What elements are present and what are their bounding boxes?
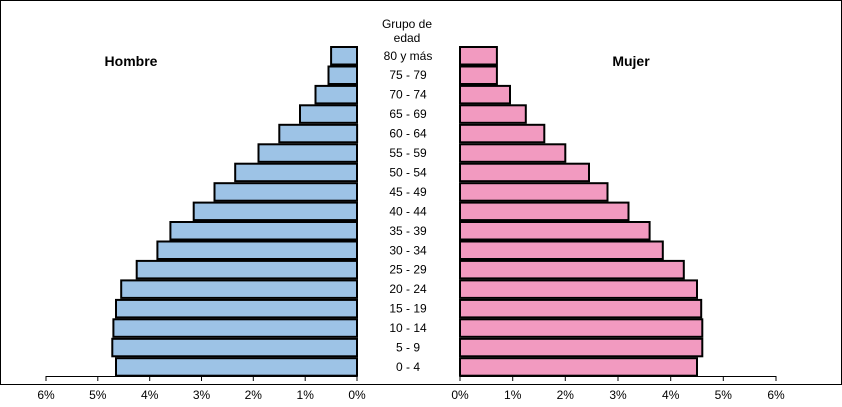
bar-male [279,125,357,143]
age-group-label: 80 y más [384,49,433,63]
age-group-label: 15 - 19 [389,302,427,316]
category-axis-title-line1: Grupo de [382,17,432,31]
bar-male [157,242,357,260]
x-tick-label: 6% [37,388,55,402]
bar-male [112,339,357,357]
x-tick-label: 0% [348,388,366,402]
female-bars [460,47,702,376]
bar-female [460,242,663,260]
age-group-label: 70 - 74 [389,88,427,102]
bar-female [460,203,629,221]
age-group-label: 75 - 79 [389,68,427,82]
bar-female [460,261,684,279]
bar-male [116,358,357,376]
bar-female [460,358,697,376]
x-tick-label: 0% [451,388,469,402]
left-x-ticks: 0% 1% 2% 3% 4% 5% 6% [37,376,366,402]
age-group-label: 65 - 69 [389,107,427,121]
age-group-label: 0 - 4 [396,360,420,374]
bar-male [316,86,358,104]
age-group-label: 35 - 39 [389,224,427,238]
bar-female [460,86,510,104]
x-tick-label: 4% [141,388,159,402]
x-tick-label: 3% [193,388,211,402]
bar-female [460,144,565,162]
age-group-label: 45 - 49 [389,185,427,199]
x-tick-label: 5% [715,388,733,402]
bar-female [460,164,589,182]
bar-female [460,67,497,85]
male-bars [112,47,357,376]
x-tick-label: 2% [245,388,263,402]
category-axis-title-line2: edad [394,31,421,45]
x-tick-label: 2% [557,388,575,402]
bar-female [460,47,497,65]
x-tick-label: 5% [89,388,107,402]
x-tick-label: 1% [504,388,522,402]
bar-male [121,280,357,298]
x-tick-label: 1% [297,388,315,402]
series-title-male: Hombre [105,53,158,69]
age-group-label: 5 - 9 [396,341,420,355]
age-group-label: 50 - 54 [389,165,427,179]
bar-female [460,183,608,201]
bar-male [170,222,357,240]
age-group-label: 30 - 34 [389,243,427,257]
bar-female [460,319,702,337]
x-tick-label: 3% [609,388,627,402]
bar-female [460,125,544,143]
bar-male [300,105,357,123]
bar-male [259,144,358,162]
bar-male [137,261,357,279]
x-tick-label: 6% [767,388,785,402]
series-title-female: Mujer [612,53,650,69]
age-group-label: 10 - 14 [389,321,427,335]
age-group-labels: 80 y más 75 - 79 70 - 74 65 - 69 60 - 64 55 -… [384,49,433,374]
age-group-label: 25 - 29 [389,263,427,277]
bar-male [331,47,357,65]
age-group-label: 40 - 44 [389,204,427,218]
bar-male [215,183,358,201]
right-x-ticks: 0% 1% 2% 3% 4% 5% 6% [451,376,785,402]
bar-male [116,300,357,318]
bar-female [460,339,702,357]
age-group-label: 55 - 59 [389,146,427,160]
bar-male [235,164,357,182]
bar-female [460,222,650,240]
bar-female [460,280,697,298]
age-group-label: 60 - 64 [389,127,427,141]
bar-female [460,300,701,318]
age-group-label: 20 - 24 [389,282,427,296]
bar-male [329,67,358,85]
bar-male [113,319,357,337]
bar-male [194,203,357,221]
bar-female [460,105,526,123]
x-tick-label: 4% [662,388,680,402]
